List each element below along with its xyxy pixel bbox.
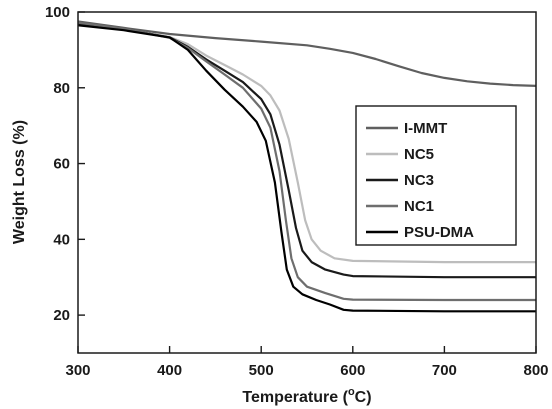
legend-label: NC3 bbox=[404, 172, 434, 189]
x-axis-title: Temperature (oC) bbox=[242, 386, 371, 406]
plot-frame bbox=[77, 11, 537, 354]
x-tick-label: 600 bbox=[340, 362, 365, 379]
series-line-i-mmt bbox=[77, 20, 537, 87]
x-tick-label: 400 bbox=[157, 362, 182, 379]
legend-label: NC5 bbox=[404, 146, 434, 163]
x-tick-label: 300 bbox=[65, 362, 90, 379]
x-tick-label: 800 bbox=[523, 362, 548, 379]
y-ticks: 20 40 60 80 100 bbox=[45, 4, 85, 324]
y-tick-label: 100 bbox=[45, 4, 70, 21]
x-ticks: 300 400 500 600 700 800 bbox=[65, 346, 549, 379]
x-axis-title-suffix: C) bbox=[355, 389, 372, 406]
y-axis-title: Weight Loss (%) bbox=[11, 120, 28, 244]
series-layer bbox=[77, 20, 537, 313]
y-tick-label: 40 bbox=[53, 231, 70, 248]
legend-label: PSU-DMA bbox=[404, 224, 474, 241]
y-tick-label: 20 bbox=[53, 307, 70, 324]
legend-label: NC1 bbox=[404, 198, 434, 215]
series-line-psu-dma bbox=[77, 24, 536, 313]
y-tick-label: 60 bbox=[53, 156, 70, 173]
series-line-nc1 bbox=[77, 21, 536, 302]
x-tick-label: 700 bbox=[432, 362, 457, 379]
x-axis-title-degree: o bbox=[348, 386, 355, 398]
series-line-nc5 bbox=[77, 23, 536, 264]
x-axis-title-main: Temperature ( bbox=[242, 389, 348, 406]
legend: I-MMT NC5 NC3 NC1 PSU-DMA bbox=[355, 105, 517, 246]
x-tick-label: 500 bbox=[249, 362, 274, 379]
y-tick-label: 80 bbox=[53, 80, 70, 97]
legend-label: I-MMT bbox=[404, 120, 447, 137]
